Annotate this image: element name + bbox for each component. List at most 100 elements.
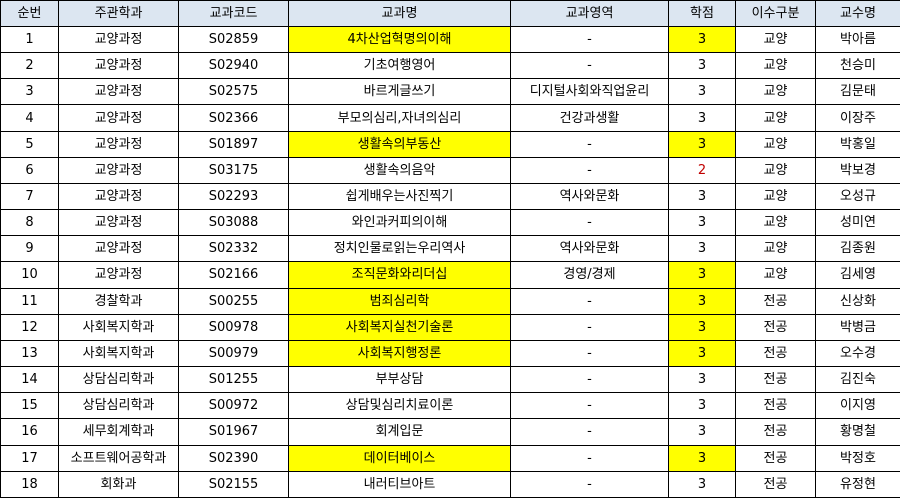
cell-area[interactable]: -	[510, 130, 669, 158]
cell-name[interactable]: 생활속의음악	[288, 156, 511, 184]
cell-area[interactable]: -	[510, 339, 669, 368]
table-row[interactable]: 14 상담심리학과 S01255 부부상담 -3 전공 김진숙	[0, 366, 900, 394]
cell-type[interactable]: 교양	[735, 235, 816, 263]
cell-dept[interactable]: 교양과정	[58, 235, 179, 263]
cell-seq[interactable]: 3	[0, 78, 59, 106]
cell-prof[interactable]: 오성규	[815, 182, 900, 211]
cell-code[interactable]: S00978	[178, 313, 289, 341]
cell-credit[interactable]: 3	[668, 287, 736, 315]
table-row[interactable]: 8 교양과정 S03088 와인과커피의이해 -3 교양 성미연	[0, 209, 900, 237]
cell-name[interactable]: 상담및심리치료이론	[288, 392, 511, 420]
cell-type[interactable]: 전공	[735, 339, 816, 368]
cell-dept[interactable]: 상담심리학과	[58, 392, 179, 420]
table-row[interactable]: 4 교양과정 S02366 부모의심리,자녀의심리 건강과생활 3 교양 이장주	[0, 104, 900, 132]
cell-code[interactable]: S00255	[178, 287, 289, 315]
cell-area[interactable]: -	[510, 444, 669, 472]
cell-seq[interactable]: 7	[0, 182, 59, 211]
column-header-seq[interactable]: 순번	[0, 0, 59, 27]
cell-credit[interactable]: 3	[668, 209, 736, 237]
cell-prof[interactable]: 김진숙	[815, 366, 900, 394]
cell-type[interactable]: 교양	[735, 52, 816, 80]
cell-seq[interactable]: 6	[0, 156, 59, 184]
cell-code[interactable]: S03088	[178, 209, 289, 237]
cell-area[interactable]: -	[510, 313, 669, 341]
cell-type[interactable]: 교양	[735, 182, 816, 211]
table-row[interactable]: 15 상담심리학과 S00972 상담및심리치료이론 -3 전공 이지영	[0, 392, 900, 420]
cell-code[interactable]: S02575	[178, 78, 289, 106]
cell-type[interactable]: 전공	[735, 418, 816, 446]
cell-prof[interactable]: 박보경	[815, 156, 900, 184]
cell-credit[interactable]: 3	[668, 182, 736, 211]
cell-dept[interactable]: 교양과정	[58, 25, 179, 54]
cell-credit[interactable]: 3	[668, 470, 736, 498]
cell-dept[interactable]: 소프트웨어공학과	[58, 444, 179, 472]
cell-area[interactable]: -	[510, 470, 669, 498]
cell-name[interactable]: 사회복지행정론	[288, 339, 511, 368]
cell-name[interactable]: 회계입문	[288, 418, 511, 446]
cell-prof[interactable]: 김세영	[815, 261, 900, 289]
cell-dept[interactable]: 교양과정	[58, 78, 179, 106]
cell-credit[interactable]: 3	[668, 52, 736, 80]
table-row[interactable]: 17 소프트웨어공학과 S02390 데이터베이스 -3 전공 박정호	[0, 444, 900, 472]
cell-name[interactable]: 4차산업혁명의이해	[288, 25, 511, 54]
cell-seq[interactable]: 4	[0, 104, 59, 132]
cell-dept[interactable]: 교양과정	[58, 156, 179, 184]
cell-dept[interactable]: 세무회계학과	[58, 418, 179, 446]
cell-area[interactable]: -	[510, 392, 669, 420]
cell-type[interactable]: 전공	[735, 392, 816, 420]
cell-code[interactable]: S01897	[178, 130, 289, 158]
cell-credit[interactable]: 3	[668, 392, 736, 420]
table-row[interactable]: 6 교양과정 S03175 생활속의음악 -2 교양 박보경	[0, 156, 900, 184]
cell-area[interactable]: 디지털사회와직업윤리	[510, 78, 669, 106]
cell-prof[interactable]: 성미연	[815, 209, 900, 237]
table-row[interactable]: 9 교양과정 S02332 정치인물로읽는우리역사 역사와문화 3 교양 김종원	[0, 235, 900, 263]
cell-dept[interactable]: 교양과정	[58, 104, 179, 132]
cell-credit[interactable]: 3	[668, 418, 736, 446]
cell-seq[interactable]: 5	[0, 130, 59, 158]
cell-dept[interactable]: 교양과정	[58, 52, 179, 80]
cell-name[interactable]: 내러티브아트	[288, 470, 511, 498]
cell-credit[interactable]: 3	[668, 25, 736, 54]
cell-area[interactable]: 경영/경제	[510, 261, 669, 289]
cell-dept[interactable]: 교양과정	[58, 182, 179, 211]
cell-seq[interactable]: 9	[0, 235, 59, 263]
cell-name[interactable]: 범죄심리학	[288, 287, 511, 315]
cell-dept[interactable]: 교양과정	[58, 130, 179, 158]
cell-dept[interactable]: 교양과정	[58, 261, 179, 289]
cell-seq[interactable]: 12	[0, 313, 59, 341]
cell-type[interactable]: 교양	[735, 261, 816, 289]
cell-area[interactable]: -	[510, 209, 669, 237]
cell-name[interactable]: 쉽게배우는사진찍기	[288, 182, 511, 211]
cell-prof[interactable]: 황명철	[815, 418, 900, 446]
cell-seq[interactable]: 1	[0, 25, 59, 54]
cell-type[interactable]: 교양	[735, 130, 816, 158]
table-row[interactable]: 12 사회복지학과 S00978 사회복지실천기술론 -3 전공 박병금	[0, 313, 900, 341]
cell-dept[interactable]: 사회복지학과	[58, 313, 179, 341]
cell-code[interactable]: S01967	[178, 418, 289, 446]
cell-name[interactable]: 정치인물로읽는우리역사	[288, 235, 511, 263]
cell-type[interactable]: 교양	[735, 209, 816, 237]
cell-type[interactable]: 전공	[735, 287, 816, 315]
cell-prof[interactable]: 박정호	[815, 444, 900, 472]
cell-name[interactable]: 부부상담	[288, 366, 511, 394]
cell-area[interactable]: 건강과생활	[510, 104, 669, 132]
cell-area[interactable]: -	[510, 366, 669, 394]
cell-code[interactable]: S03175	[178, 156, 289, 184]
cell-dept[interactable]: 사회복지학과	[58, 339, 179, 368]
cell-name[interactable]: 사회복지실천기술론	[288, 313, 511, 341]
cell-name[interactable]: 기초여행영어	[288, 52, 511, 80]
column-header-area[interactable]: 교과영역	[510, 0, 669, 27]
cell-area[interactable]: -	[510, 418, 669, 446]
cell-prof[interactable]: 김문태	[815, 78, 900, 106]
cell-prof[interactable]: 김종원	[815, 235, 900, 263]
column-header-code[interactable]: 교과코드	[178, 0, 289, 27]
cell-credit[interactable]: 3	[668, 366, 736, 394]
cell-credit[interactable]: 3	[668, 261, 736, 289]
cell-seq[interactable]: 10	[0, 261, 59, 289]
cell-seq[interactable]: 14	[0, 366, 59, 394]
cell-name[interactable]: 조직문화와리더십	[288, 261, 511, 289]
cell-seq[interactable]: 18	[0, 470, 59, 498]
cell-dept[interactable]: 경찰학과	[58, 287, 179, 315]
cell-prof[interactable]: 박아름	[815, 25, 900, 54]
cell-seq[interactable]: 8	[0, 209, 59, 237]
